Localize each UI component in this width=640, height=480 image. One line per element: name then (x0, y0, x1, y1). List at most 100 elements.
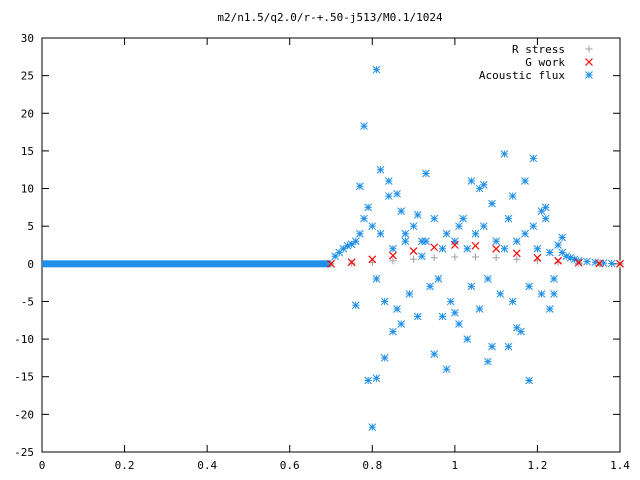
acoustic-flux-point (479, 222, 488, 231)
acoustic-flux-point (475, 184, 484, 193)
legend-label: R stress (512, 43, 565, 56)
acoustic-flux-point (405, 290, 414, 298)
acoustic-flux-point (541, 214, 550, 223)
acoustic-flux-point (331, 252, 339, 261)
acoustic-flux-point (417, 252, 426, 261)
acoustic-flux-point (504, 214, 513, 223)
g-work-point (595, 259, 604, 268)
acoustic-flux-point (529, 154, 538, 163)
g-work-point (368, 255, 377, 264)
g-work-point (430, 243, 439, 252)
acoustic-flux-point (463, 244, 472, 253)
acoustic-flux-point (471, 229, 480, 238)
g-work-point (471, 241, 480, 250)
acoustic-flux-point (537, 290, 546, 298)
r-stress-point (513, 255, 521, 263)
acoustic-flux-point (422, 237, 430, 246)
acoustic-flux-point (347, 240, 356, 249)
g-work-point (533, 253, 542, 262)
acoustic-flux-point (368, 423, 377, 432)
acoustic-flux-point (484, 275, 492, 283)
acoustic-flux-point (389, 244, 397, 253)
acoustic-flux-point (376, 229, 385, 238)
acoustic-flux-point (583, 257, 591, 266)
g-work-point (492, 244, 501, 253)
r-stress-point (389, 257, 397, 265)
acoustic-flux-point (591, 258, 600, 267)
y-tick-label: 20 (21, 107, 34, 120)
acoustic-flux-point (451, 308, 459, 317)
acoustic-flux-point (356, 229, 364, 238)
acoustic-flux-point (521, 229, 529, 238)
acoustic-flux-point (479, 180, 488, 189)
acoustic-flux-point (488, 342, 496, 351)
acoustic-flux-point (545, 248, 554, 257)
series-g-work (327, 241, 624, 268)
acoustic-flux-point (360, 122, 368, 130)
acoustic-flux-point (599, 259, 608, 267)
acoustic-flux-point (500, 150, 509, 158)
x-tick-label: 0.6 (280, 459, 300, 472)
acoustic-flux-point (467, 282, 476, 291)
acoustic-flux-point (372, 374, 381, 383)
acoustic-flux-point (434, 275, 443, 283)
acoustic-flux-point (545, 305, 554, 313)
acoustic-flux-point (364, 203, 373, 212)
acoustic-flux-point (384, 192, 393, 200)
acoustic-flux-point (368, 222, 377, 231)
acoustic-flux-point (512, 323, 521, 332)
g-work-point (554, 256, 562, 265)
acoustic-flux-point (496, 290, 505, 298)
acoustic-flux-point (442, 365, 451, 374)
x-tick-label: 0.8 (362, 459, 382, 472)
acoustic-flux-point (504, 342, 513, 351)
acoustic-flux-point (455, 222, 463, 231)
acoustic-flux-point (401, 229, 410, 238)
acoustic-flux-point (508, 192, 517, 200)
acoustic-flux-point (525, 282, 534, 291)
acoustic-flux-point (562, 252, 571, 261)
acoustic-flux-point (537, 207, 546, 215)
g-work-point (616, 259, 624, 268)
x-tick-label: 0.4 (197, 459, 217, 472)
r-stress-point (472, 253, 479, 261)
acoustic-flux-point (364, 376, 373, 385)
g-work-point (389, 251, 397, 260)
acoustic-flux-point (397, 320, 406, 328)
axes: -25 -20 -15 -10 -5 0 5 10 15 20 25 30 0 0.2 0.4 0.6 0.8 1… (14, 32, 630, 472)
acoustic-flux-point (525, 376, 534, 385)
acoustic-flux-point (343, 241, 352, 250)
g-work-point (574, 258, 583, 267)
g-work-point (327, 259, 335, 268)
acoustic-flux-point (488, 199, 496, 208)
acoustic-flux-point (533, 244, 542, 253)
acoustic-flux-point (380, 354, 389, 362)
r-stress-point (492, 254, 500, 262)
acoustic-flux-point (438, 244, 447, 253)
acoustic-flux-point (397, 207, 406, 215)
acoustic-flux-point (492, 237, 500, 246)
g-work-point (512, 249, 521, 258)
legend-label: G work (525, 56, 565, 69)
acoustic-flux-point (409, 222, 418, 231)
y-tick-label: 30 (21, 32, 34, 45)
acoustic-flux-point (484, 357, 492, 366)
x-tick-label: 1 (452, 459, 459, 472)
r-stress-point (430, 254, 438, 262)
acoustic-flux-point (558, 248, 567, 257)
acoustic-flux-point (351, 301, 360, 310)
acoustic-flux-point (550, 275, 558, 283)
acoustic-flux-point (438, 312, 447, 321)
y-tick-label: 5 (27, 220, 34, 233)
acoustic-flux-point (570, 255, 579, 264)
acoustic-flux-point (426, 282, 434, 291)
acoustic-flux-point (393, 305, 401, 313)
acoustic-flux-point (442, 229, 451, 238)
chart-title: m2/n1.5/q2.0/r-+.50-j513/M0.1/1024 (217, 11, 443, 24)
y-tick-label: -20 (14, 408, 34, 421)
acoustic-flux-point (430, 350, 439, 358)
legend-marker (585, 45, 593, 53)
acoustic-flux-point (512, 237, 521, 246)
y-tick-label: -10 (14, 333, 34, 346)
